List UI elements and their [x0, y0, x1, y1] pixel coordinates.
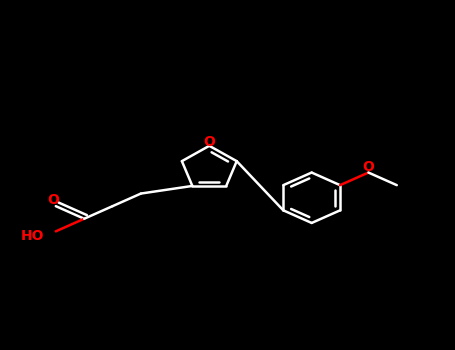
Text: HO: HO [21, 229, 45, 243]
Text: O: O [203, 135, 215, 149]
Text: O: O [363, 160, 374, 174]
Text: O: O [48, 193, 60, 207]
